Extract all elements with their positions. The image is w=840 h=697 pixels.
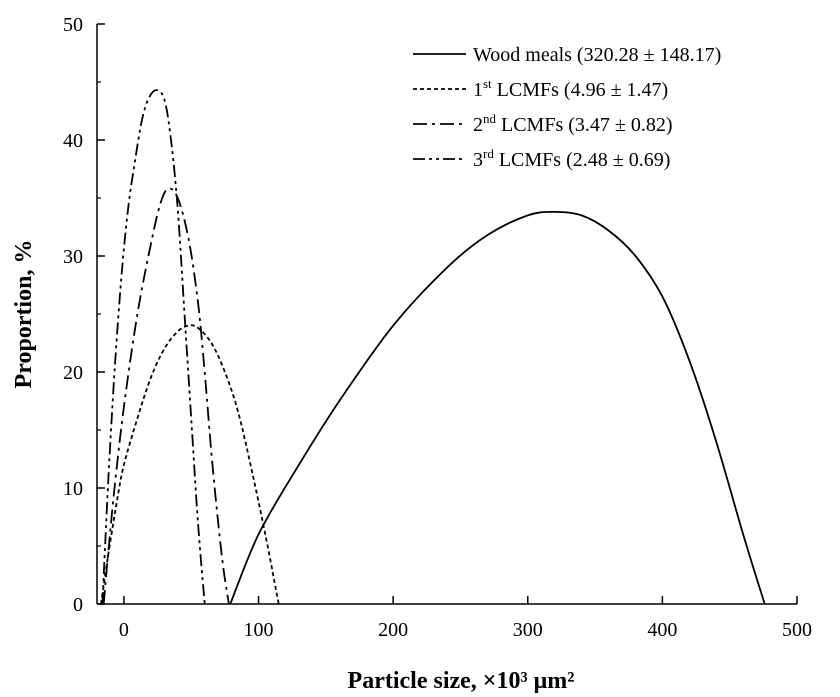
y-tick-label-30: 30 (63, 246, 83, 268)
axes (96, 23, 798, 605)
x-tick-label-300: 300 (513, 619, 543, 641)
x-axis-title: Particle size, ×10³ μm² (348, 668, 575, 694)
series-line-4 (101, 89, 206, 605)
y-tick-label-10: 10 (63, 478, 83, 500)
y-axis-title: Proportion, % (11, 240, 37, 389)
legend: Wood meals (320.28 ± 148.17) 1st LCMFs (4… (413, 44, 721, 171)
legend-label-3: 2nd LCMFs (3.47 ± 0.82) (473, 111, 673, 136)
x-tick-label-500: 500 (782, 619, 812, 641)
x-tick-label-200: 200 (378, 619, 408, 641)
y-tick-label-20: 20 (63, 362, 83, 384)
y-tick-label-40: 40 (63, 130, 83, 152)
legend-label-2: 1st LCMFs (4.96 ± 1.47) (473, 76, 668, 101)
plot-lines (100, 89, 766, 605)
legend-label-1: Wood meals (320.28 ± 148.17) (473, 44, 721, 66)
series-line-3 (102, 187, 230, 605)
series-line-2 (100, 324, 280, 605)
y-tick-label-50: 50 (63, 14, 83, 36)
series-line-1 (229, 210, 766, 605)
y-tick-label-0: 0 (73, 594, 83, 616)
x-tick-label-0: 0 (119, 619, 129, 641)
x-tick-label-400: 400 (647, 619, 677, 641)
x-tick-label-100: 100 (244, 619, 274, 641)
legend-label-4: 3rd LCMFs (2.48 ± 0.69) (473, 146, 670, 171)
